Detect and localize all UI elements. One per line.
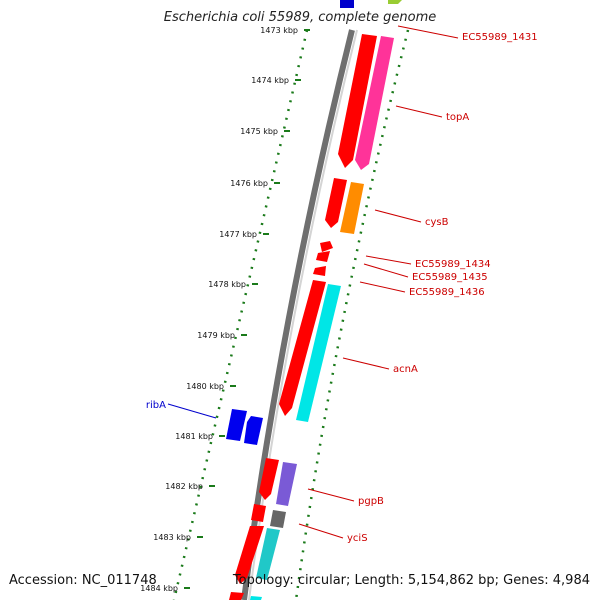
kbp-tick-label: 1476 kbp [230, 179, 268, 188]
gene-features [226, 0, 402, 600]
gene-ec55989-1436[interactable] [313, 266, 326, 276]
callout-line [167, 403, 217, 419]
callout-line [298, 523, 344, 539]
gene-label-ec55989-1435[interactable]: EC55989_1435 [412, 272, 488, 283]
gene-ec55989-1435[interactable] [316, 251, 330, 262]
kbp-tick-label: 1480 kbp [186, 382, 224, 391]
kbp-tick-label: 1475 kbp [240, 127, 278, 136]
gene-topA[interactable] [355, 36, 394, 170]
tick-track [172, 29, 410, 600]
gene-ribA-1[interactable] [226, 409, 247, 441]
gene-ribA-2[interactable] [244, 416, 263, 445]
callout-line [359, 281, 406, 293]
kbp-tick-labels: 1473 kbp 1474 kbp 1475 kbp 1476 kbp 1477 kbp… [140, 26, 310, 593]
callout-line [374, 209, 422, 223]
accession-text: Accession: NC_011748 [9, 573, 157, 588]
gene-yciS-forward-2[interactable] [235, 526, 264, 584]
kbp-tick-label: 1483 kbp [153, 533, 191, 542]
gene-label-pgpb[interactable]: pgpB [358, 496, 384, 507]
gene-pgpB[interactable] [276, 462, 297, 506]
gene-cysB[interactable] [340, 182, 364, 234]
gene-callouts: EC55989_1431 topA cysB EC55989_1434 EC55989_… [146, 25, 538, 544]
topology-text: Topology: circular; Length: 5,154,862 bp… [232, 573, 590, 588]
callout-line [342, 357, 390, 370]
gene-cysB-forward[interactable] [325, 178, 347, 228]
kbp-tick-label: 1479 kbp [197, 331, 235, 340]
gene-acnA-forward[interactable] [279, 280, 326, 416]
gene-label-riba[interactable]: ribA [146, 400, 166, 411]
kbp-tick-label: 1477 kbp [219, 230, 257, 239]
callout-line [363, 263, 409, 278]
kbp-tick-label: 1478 kbp [208, 280, 246, 289]
gene-acnA[interactable] [296, 284, 341, 422]
callout-line [397, 25, 459, 39]
gene-bottom-red[interactable] [229, 592, 244, 600]
gene-ec55989-1431-arrow[interactable] [388, 0, 402, 4]
gene-label-cysb[interactable]: cysB [425, 217, 449, 228]
gene-label-ec55989-1434[interactable]: EC55989_1434 [415, 259, 491, 270]
gene-label-topa[interactable]: topA [446, 112, 469, 123]
callout-line [395, 105, 443, 118]
gene-label-ec55989-1431[interactable]: EC55989_1431 [462, 32, 538, 43]
callout-line [307, 488, 355, 502]
gene-label-ec55989-1436[interactable]: EC55989_1436 [409, 287, 485, 298]
gene-yciS-cyan[interactable] [256, 528, 280, 580]
gene-bottom-cyan[interactable] [250, 596, 262, 600]
kbp-tick-label: 1484 kbp [140, 584, 178, 593]
kbp-tick-label: 1482 kbp [165, 482, 203, 491]
gene-label-acna[interactable]: acnA [393, 364, 418, 375]
gene-label-ycis[interactable]: yciS [347, 533, 368, 544]
gene-yciS[interactable] [270, 510, 286, 528]
kbp-tick-label: 1481 kbp [175, 432, 213, 441]
callout-line [365, 255, 412, 265]
gene-topA-forward[interactable] [338, 34, 377, 168]
map-title: Escherichia coli 55989, complete genome [163, 10, 437, 25]
gene-ec55989-1431-top[interactable] [340, 0, 354, 8]
gene-pgpB-forward[interactable] [259, 458, 279, 500]
gene-ec55989-1434[interactable] [320, 241, 333, 252]
kbp-tick-label: 1474 kbp [251, 76, 289, 85]
kbp-tick-label: 1473 kbp [260, 26, 298, 35]
gene-yciS-forward-1[interactable] [251, 504, 266, 522]
